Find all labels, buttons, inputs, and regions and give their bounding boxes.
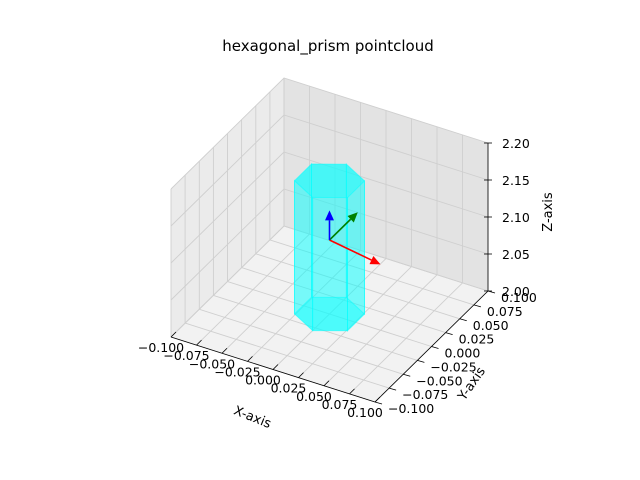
x-tick-label: −0.100 [138, 340, 184, 355]
x-tick-label: −0.075 [163, 348, 209, 363]
y-tick [459, 318, 467, 322]
z-axis-label: Z-axis [541, 192, 556, 232]
y-tick [473, 304, 481, 308]
frame-y-arrow-shaft [328, 218, 352, 241]
tick-marks [170, 142, 496, 405]
x-tick-label: 0.050 [296, 389, 332, 404]
y-tick [374, 401, 383, 405]
frame-x-arrow-shaft [329, 239, 372, 261]
x-tick [247, 356, 253, 362]
z-tick-label: 2.00 [502, 284, 530, 299]
z-grid-line [170, 151, 489, 264]
x-tick-label: 0.100 [347, 405, 383, 420]
z-grid-line [170, 188, 489, 301]
x-axis-label: X-axis [231, 403, 273, 432]
y-tick [417, 359, 425, 363]
hexagonal-prism-pointcloud [294, 162, 365, 332]
z-tick-label: 2.10 [502, 210, 530, 225]
frame-z-arrow-head [325, 210, 334, 221]
tick-labels: −0.100−0.075−0.050−0.0250.0000.0250.0500… [138, 136, 537, 420]
x-tick-label: −0.025 [214, 364, 260, 379]
chart-title: hexagonal_prism pointcloud [222, 37, 434, 56]
y-tick [445, 332, 453, 336]
x-tick [349, 388, 355, 395]
frame-y-arrow-head [347, 212, 358, 223]
x-tick [196, 339, 202, 346]
z-tick-label: 2.20 [502, 136, 530, 151]
x-tick-label: −0.050 [189, 356, 235, 371]
y-tick-label: −0.050 [416, 373, 462, 388]
x-tick [221, 347, 228, 354]
x-tick [170, 331, 177, 338]
y-tick-label: −0.025 [430, 359, 476, 374]
coordinate-frame-axes [325, 210, 381, 265]
y-tick-label: 0.100 [501, 290, 537, 305]
y-tick [431, 346, 439, 349]
x-tick [298, 372, 304, 378]
y-tick-label: 0.075 [487, 304, 523, 319]
y-tick-label: 0.000 [445, 346, 481, 361]
y-tick-label: 0.025 [459, 332, 495, 347]
y-tick [403, 373, 411, 377]
x-tick [374, 396, 381, 403]
x-tick [272, 364, 279, 370]
z-grid-line [170, 114, 489, 227]
z-grid-line [170, 77, 489, 190]
z-grid-line [170, 225, 489, 338]
y-tick-label: −0.100 [388, 401, 434, 416]
x-tick-label: 0.000 [245, 373, 281, 388]
prism-top-face [294, 164, 365, 198]
y-tick [389, 387, 397, 391]
prism-bottom-face [294, 297, 365, 331]
x-tick-label: 0.075 [322, 397, 358, 412]
y-tick-label: −0.075 [402, 387, 448, 402]
y-tick-label: 0.050 [473, 318, 509, 333]
frame-x-arrow-head [369, 256, 381, 265]
z-tick-label: 2.15 [502, 173, 530, 188]
z-tick-label: 2.05 [502, 247, 530, 262]
x-tick-label: 0.025 [271, 381, 307, 396]
x-tick [323, 380, 330, 387]
